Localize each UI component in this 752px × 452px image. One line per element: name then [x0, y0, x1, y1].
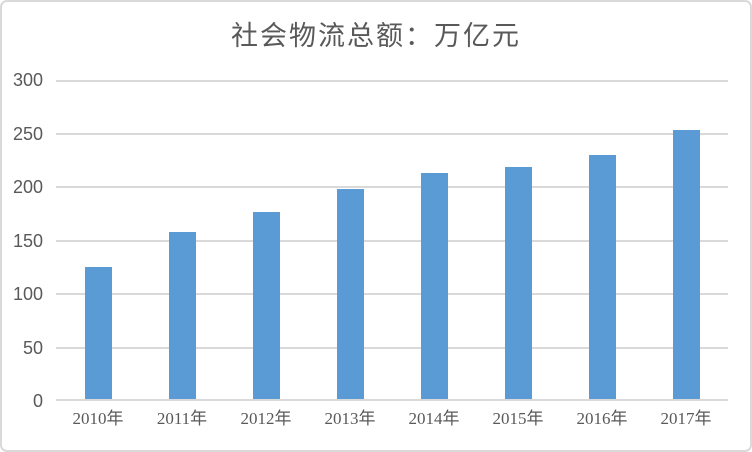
x-axis-tick-label: 2016年	[576, 409, 628, 428]
x-axis-tick-label: 2011年	[156, 409, 208, 428]
y-axis-tick-label: 200	[12, 177, 43, 197]
y-axis-tick-label: 300	[12, 70, 43, 90]
y-axis-tick-label: 50	[22, 338, 43, 358]
bar-2011年	[169, 232, 196, 399]
x-axis-tick-label: 2017年	[660, 409, 712, 428]
x-axis-line	[56, 399, 728, 401]
bar-2015年	[505, 167, 532, 399]
bar-2013年	[337, 189, 364, 399]
gridline	[56, 133, 728, 135]
gridline	[56, 347, 728, 349]
bar-2016年	[589, 155, 616, 399]
y-axis-tick-label: 100	[12, 284, 43, 304]
y-axis-tick-label: 150	[12, 231, 43, 251]
chart-title: 社会物流总额：万亿元	[231, 21, 521, 51]
x-axis-tick-label: 2014年	[408, 409, 460, 428]
gridline	[56, 293, 728, 295]
plot-area	[56, 80, 728, 401]
x-axis-tick-label: 2012年	[240, 409, 292, 428]
x-axis-tick-label: 2015年	[492, 409, 544, 428]
bar-2014年	[421, 173, 448, 399]
y-axis-tick-label: 0	[32, 391, 43, 411]
bar-2012年	[253, 212, 280, 399]
gridline	[56, 240, 728, 242]
x-axis-tick-label: 2010年	[72, 409, 124, 428]
gridline	[56, 80, 728, 82]
bar-2010年	[85, 267, 112, 399]
x-axis-tick-label: 2013年	[324, 409, 376, 428]
bar-2017年	[673, 130, 700, 399]
y-axis-tick-label: 250	[12, 124, 43, 144]
gridline	[56, 186, 728, 188]
